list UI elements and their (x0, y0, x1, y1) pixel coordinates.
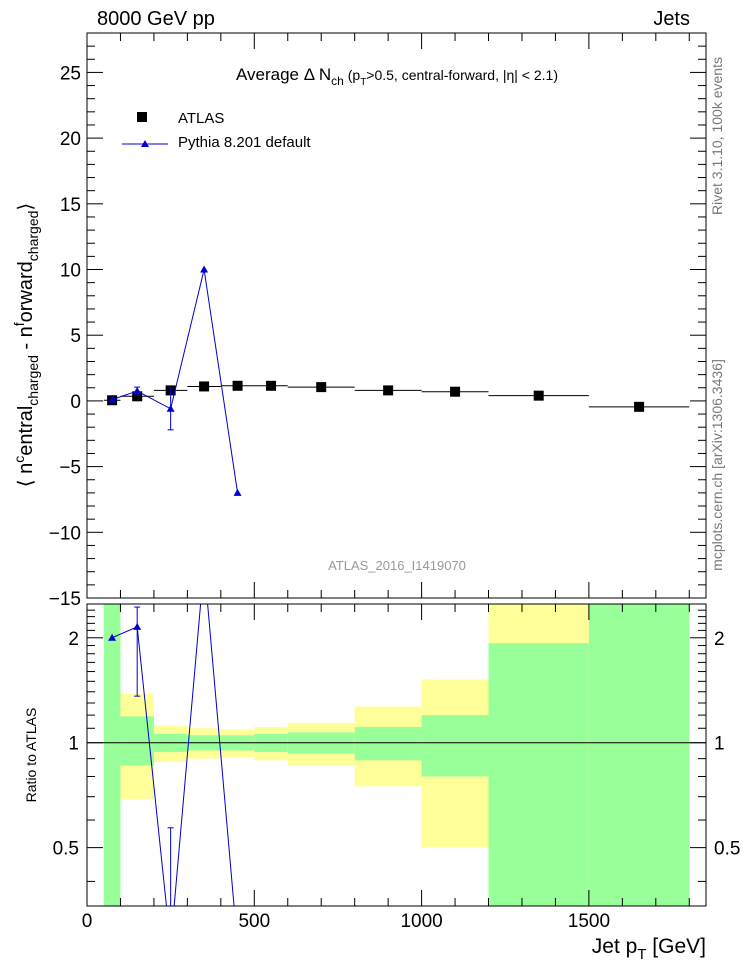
ratio-y-tick-label-l-0.5: 0.5 (53, 839, 79, 860)
main-plot-series (103, 265, 690, 496)
y-tick-label-10: 10 (60, 261, 81, 282)
atlas-point-8 (450, 386, 461, 397)
ratio-y-tick-label-r-0.5: 0.5 (714, 839, 740, 860)
atlas-point-3 (199, 381, 210, 392)
legend-atlas-marker (137, 112, 147, 122)
legend-atlas-label: ATLAS (178, 110, 224, 127)
atlas-point-7 (383, 385, 394, 396)
y-axis-label: ⟨ ncentralcharged - nforwardcharged⟩ (11, 203, 41, 487)
pythia-ratio-point-1 (133, 622, 142, 630)
rivet-version-label: Rivet 3.1.10, 100k events (709, 57, 725, 215)
x-tick-label-0: 0 (82, 911, 93, 932)
atlas-point-5 (266, 380, 277, 391)
atlas-point-1 (132, 391, 143, 402)
y-tick-label-15: 15 (60, 195, 81, 216)
ratio-band-green-0 (103, 604, 121, 906)
atlas-point-9 (533, 390, 544, 401)
ratio-y-axis-label: Ratio to ATLAS (23, 708, 39, 803)
ratio-y-tick-label-r-2: 2 (714, 629, 725, 650)
legend-pythia-marker (141, 140, 149, 147)
analysis-id-label: ATLAS_2016_I1419070 (328, 558, 466, 573)
y-tick-label-20: 20 (60, 129, 81, 150)
mcplots-source-label: mcplots.cern.ch [arXiv:1306.3436] (709, 359, 725, 571)
atlas-point-10 (634, 401, 645, 412)
y-tick-label--10: −10 (49, 523, 81, 544)
atlas-point-4 (232, 380, 243, 391)
ratio-plot-series (108, 604, 235, 906)
x-tick-label-500: 500 (238, 911, 270, 932)
y-tick-label--15: −15 (49, 589, 81, 610)
ratio-y-tick-label-l-1: 1 (68, 734, 79, 755)
ratio-y-tick-label-r-1: 1 (714, 734, 725, 755)
pythia-point-0 (108, 395, 117, 403)
ratio-band-green-7 (354, 726, 422, 761)
pythia-point-4 (233, 488, 242, 496)
ratio-band-green-9 (488, 643, 589, 906)
pythia-point-3 (200, 265, 209, 273)
category-label: Jets (653, 8, 690, 30)
x-axis-label: Jet pT [GeV] (592, 935, 706, 963)
pythia-line (111, 269, 239, 493)
ratio-uncertainty-bands (103, 604, 690, 906)
y-tick-label-0: 0 (70, 392, 81, 413)
x-tick-label-1000: 1000 (400, 911, 442, 932)
ratio-band-green-1 (120, 716, 154, 766)
ratio-band-green-8 (421, 715, 489, 777)
atlas-point-6 (316, 382, 327, 393)
pythia-point-1 (133, 387, 142, 395)
pythia-point-2 (166, 404, 175, 412)
x-tick-label-1500: 1500 (568, 911, 610, 932)
pythia-ratio-point-0 (108, 633, 117, 641)
chart-title: Average Δ Nch (pT>0.5, central-forward, … (236, 65, 558, 88)
ratio-y-tick-label-l-2: 2 (68, 629, 79, 650)
main-plot-frame (86, 32, 707, 599)
ratio-plot-frame (86, 603, 707, 907)
ratio-band-green-10 (588, 604, 690, 906)
y-tick-label--5: −5 (59, 458, 81, 479)
y-tick-label-25: 25 (60, 63, 81, 84)
legend-pythia-label: Pythia 8.201 default (178, 134, 311, 151)
axes-ticks: −15 −10 −5 0 5 10 15 20 25 0 500 1000 1500 0.5 0.5 1 1 2 2 (49, 32, 740, 932)
pythia-ratio-line (111, 604, 235, 906)
energy-label: 8000 GeV pp (97, 8, 215, 30)
y-tick-label-5: 5 (70, 326, 81, 347)
